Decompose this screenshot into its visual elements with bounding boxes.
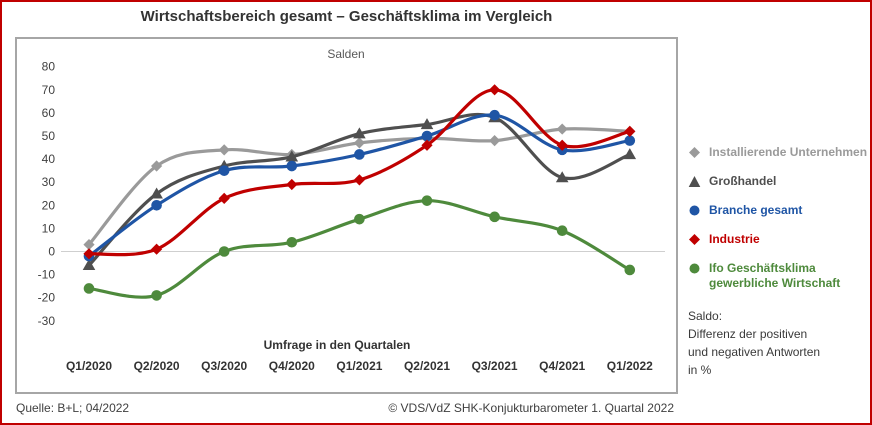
svg-text:Q3/2020: Q3/2020	[201, 359, 247, 373]
svg-text:Q2/2021: Q2/2021	[404, 359, 450, 373]
legend-note-line: Saldo:	[688, 309, 723, 323]
legend-item: Branche gesamt	[688, 203, 870, 222]
footer-copyright: © VDS/VdZ SHK-Konjukturbarometer 1. Quar…	[388, 401, 674, 415]
svg-text:Q4/2021: Q4/2021	[539, 359, 585, 373]
svg-text:50: 50	[42, 129, 56, 143]
footer-source: Quelle: B+L; 04/2022	[16, 401, 130, 415]
svg-text:10: 10	[42, 221, 56, 235]
circle-marker-icon	[688, 204, 701, 222]
legend-item-label: Industrie	[709, 232, 760, 246]
legend: Installierende Unternehmen Großhandel Bran…	[688, 145, 870, 379]
legend-item-label: Ifo Geschäftsklima gewerbliche Wirtschaft	[709, 261, 841, 290]
legend-item-label: Installierende Unternehmen	[709, 145, 868, 159]
legend-item: Ifo Geschäftsklima gewerbliche Wirtschaft	[688, 261, 870, 291]
svg-text:20: 20	[42, 198, 56, 212]
svg-text:Q3/2021: Q3/2021	[472, 359, 518, 373]
svg-text:Q4/2020: Q4/2020	[269, 359, 315, 373]
svg-text:0: 0	[48, 245, 55, 259]
legend-item: Großhandel	[688, 174, 870, 193]
circle-marker-icon	[688, 262, 701, 280]
legend-note-line: Differenz der positiven	[688, 327, 808, 341]
svg-text:40: 40	[42, 152, 56, 166]
svg-text:Salden: Salden	[327, 47, 364, 61]
legend-note: Saldo: Differenz der positiven und negativ…	[688, 307, 870, 379]
legend-item-label: Großhandel	[709, 174, 777, 188]
diamond-marker-icon	[688, 233, 701, 251]
triangle-marker-icon	[688, 175, 701, 193]
chart-svg: Salden 80 70 60 50 40 30 20 10 0 -10 -20 -30 Q1/2020 Q…	[38, 47, 665, 373]
legend-item-label: Branche gesamt	[709, 203, 803, 217]
svg-text:30: 30	[42, 175, 56, 189]
svg-text:-20: -20	[38, 291, 56, 305]
svg-text:Q2/2020: Q2/2020	[134, 359, 180, 373]
svg-text:60: 60	[42, 106, 56, 120]
svg-text:Q1/2022: Q1/2022	[607, 359, 653, 373]
legend-item: Industrie	[688, 232, 870, 251]
svg-text:Q1/2021: Q1/2021	[336, 359, 382, 373]
page-title: Wirtschaftsbereich gesamt – Geschäftskli…	[140, 8, 553, 25]
diamond-marker-icon	[688, 146, 701, 164]
svg-text:80: 80	[42, 60, 56, 74]
svg-text:Q1/2020: Q1/2020	[66, 359, 112, 373]
legend-note-line: und negativen Antworten	[688, 345, 821, 359]
svg-text:-10: -10	[38, 268, 56, 282]
legend-note-line: in %	[688, 363, 712, 377]
svg-text:Umfrage in den Quartalen: Umfrage in den Quartalen	[264, 338, 411, 352]
chart-box: Salden 80 70 60 50 40 30 20 10 0 -10 -20 -30 Q1/2020 Q…	[15, 37, 678, 394]
svg-text:70: 70	[42, 83, 56, 97]
legend-item: Installierende Unternehmen	[688, 145, 870, 164]
svg-text:-30: -30	[38, 314, 56, 328]
